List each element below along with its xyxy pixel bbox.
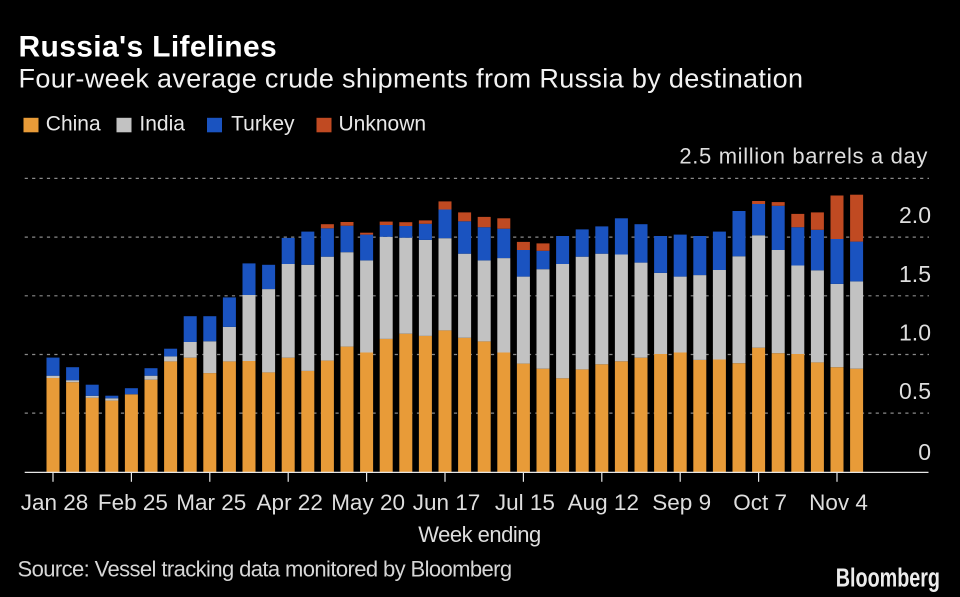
svg-text:Russia's Lifelines: Russia's Lifelines <box>19 30 278 63</box>
svg-text:Nov 4: Nov 4 <box>809 490 868 515</box>
svg-text:0: 0 <box>918 439 931 465</box>
svg-text:Oct 7: Oct 7 <box>733 490 787 515</box>
svg-text:1.0: 1.0 <box>899 320 931 346</box>
svg-text:Source: Vessel tracking data m: Source: Vessel tracking data monitored b… <box>18 556 512 581</box>
svg-text:Jun 17: Jun 17 <box>413 490 481 515</box>
svg-text:India: India <box>139 112 185 135</box>
svg-text:China: China <box>46 112 101 135</box>
svg-text:Mar 25: Mar 25 <box>176 490 246 515</box>
svg-text:Four-week average crude shipme: Four-week average crude shipments from R… <box>19 64 804 94</box>
svg-text:2.0: 2.0 <box>899 202 931 228</box>
svg-text:0.5: 0.5 <box>899 378 931 404</box>
svg-text:Sep 9: Sep 9 <box>652 490 711 515</box>
svg-text:2.5 million barrels a day: 2.5 million barrels a day <box>679 143 928 168</box>
svg-text:Apr 22: Apr 22 <box>257 490 323 515</box>
svg-text:Jul 15: Jul 15 <box>495 490 555 515</box>
svg-text:Turkey: Turkey <box>231 112 295 135</box>
svg-text:Jan 28: Jan 28 <box>21 490 89 515</box>
svg-text:Bloomberg: Bloomberg <box>836 563 940 592</box>
svg-text:Unknown: Unknown <box>339 112 427 135</box>
svg-text:Aug 12: Aug 12 <box>568 490 639 515</box>
svg-text:Week ending: Week ending <box>418 522 541 547</box>
svg-text:May 20: May 20 <box>331 490 405 515</box>
svg-text:1.5: 1.5 <box>899 261 931 287</box>
svg-text:Feb 25: Feb 25 <box>98 490 168 515</box>
